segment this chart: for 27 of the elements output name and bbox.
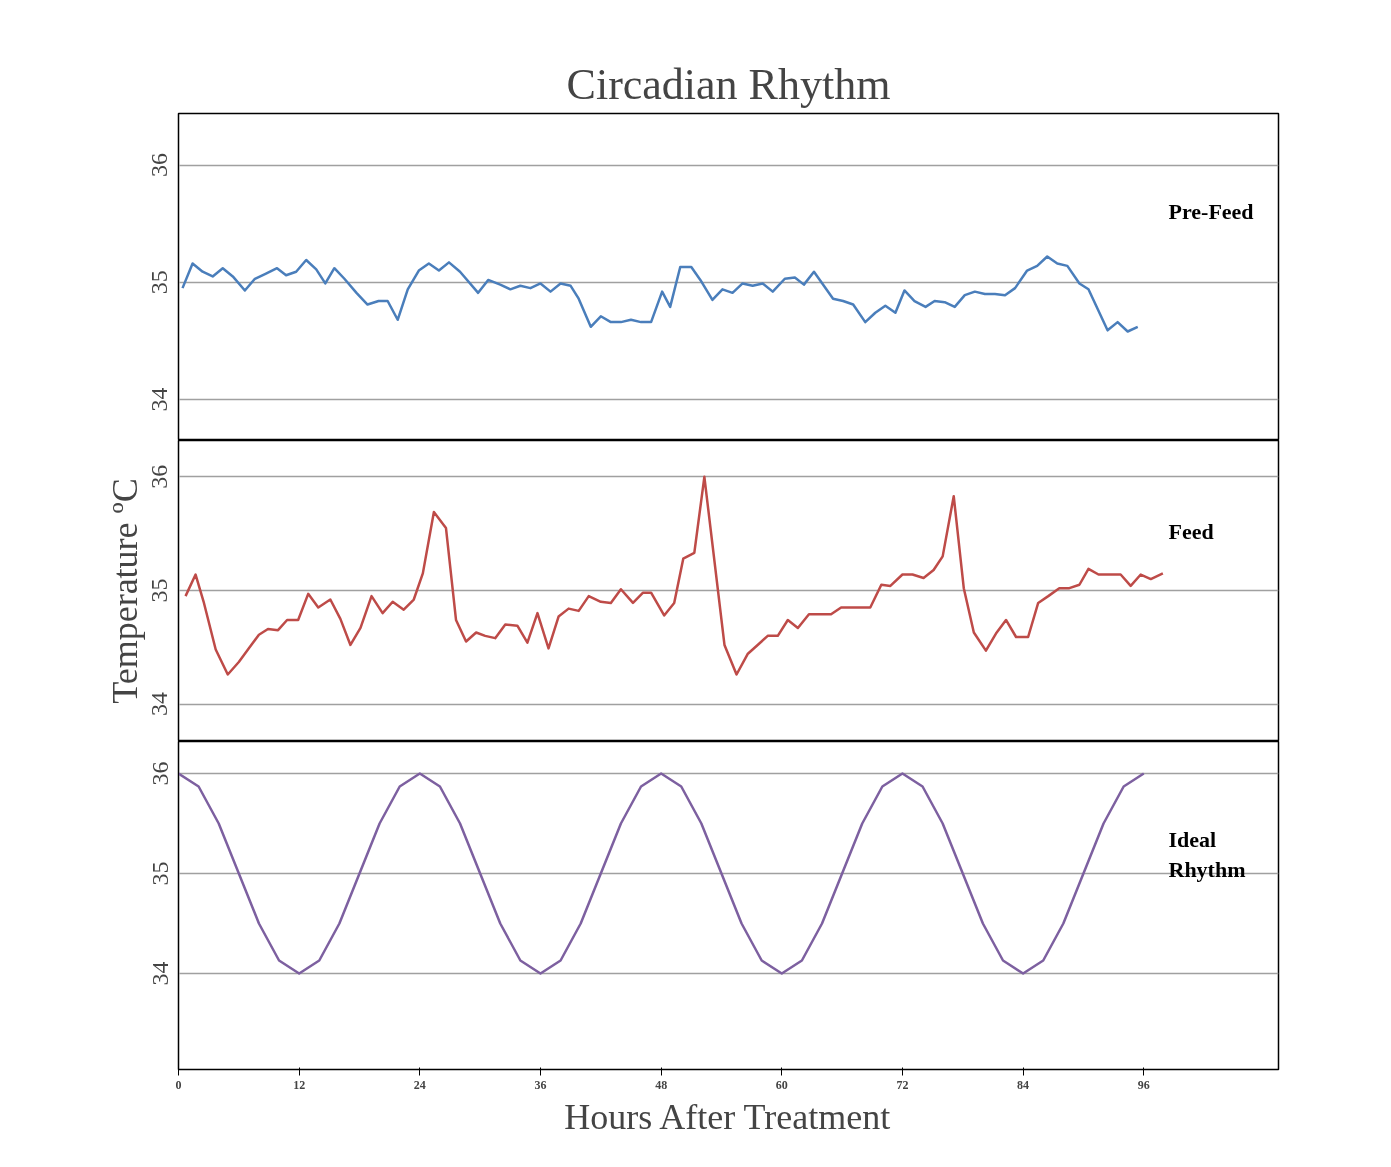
x-tick-label: 24 [413,1077,426,1092]
line-series [181,255,1139,333]
x-tick-label: 0 [175,1077,182,1092]
series-label: Feed [1168,518,1214,544]
y-tick-label: 36 [146,464,173,489]
y-axis-title: Temperature ºC [104,478,145,704]
y-tick-label: 35 [146,270,173,295]
x-axis-title: Hours After Treatment [564,1096,891,1137]
y-tick-label: 35 [146,861,173,886]
line-series [184,475,1165,676]
y-tick-label: 34 [146,692,173,717]
text: Pre-Feed [1168,198,1254,224]
y-tick-label: 34 [146,961,173,986]
y-tick-label: 36 [146,153,173,178]
x-tick-label: 12 [293,1077,306,1092]
x-tick-label: 84 [1017,1077,1030,1092]
x-tick-label: 48 [655,1077,668,1092]
y-tick-label: 35 [146,578,173,603]
x-tick-label: 36 [534,1077,547,1092]
text: Ideal Rhythm [1168,826,1246,882]
x-tick-label: 72 [896,1077,909,1092]
chart-title: Circadian Rhythm [566,59,891,109]
x-tick-label: 60 [775,1077,788,1092]
y-tick-label: 34 [146,387,173,412]
y-tick-label: 36 [146,761,173,786]
line-series [178,772,1146,975]
x-tick-label: 96 [1137,1077,1150,1092]
